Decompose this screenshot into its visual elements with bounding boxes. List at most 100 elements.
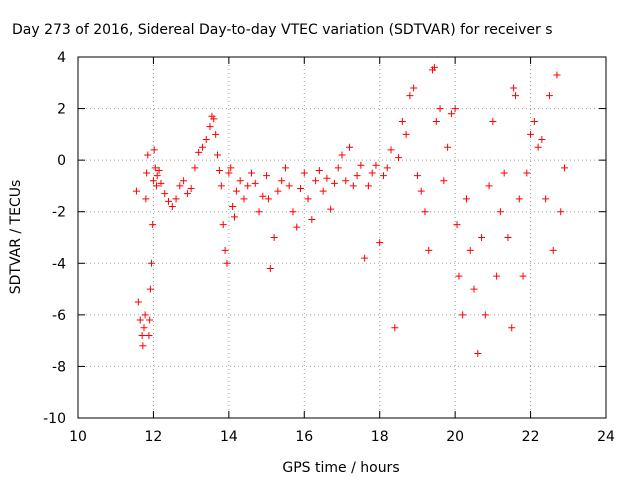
data-point [508,324,516,332]
x-tick-label: 10 [69,429,87,445]
data-point [270,234,278,241]
data-point [187,185,195,193]
data-point [327,205,335,213]
x-tick-label: 20 [446,429,464,445]
data-point [349,182,357,190]
data-point [315,166,323,174]
data-point [496,208,504,216]
data-point [263,172,271,180]
data-point [368,169,376,177]
data-point [165,197,173,205]
data-point [523,169,531,177]
data-point [387,146,395,154]
data-point [157,179,165,187]
data-point [489,117,497,125]
plot-frame [77,56,607,419]
data-point [421,208,429,216]
data-point [223,259,231,267]
data-point [319,187,327,195]
data-point [417,187,425,195]
data-point [323,174,331,182]
data-point [231,213,239,221]
data-point [146,316,154,324]
data-point [191,164,199,172]
y-tick-label: 2 [57,102,66,118]
data-point [530,117,538,125]
data-point [139,342,147,350]
data-point [357,161,365,169]
y-tick-label: -2 [52,205,66,221]
grid-lines [78,57,606,418]
data-point [210,115,218,123]
data-point [406,92,414,100]
data-point [285,182,293,190]
data-point [251,179,259,187]
x-tick-label: 12 [145,429,163,445]
data-point [132,187,140,195]
data-point [383,164,391,172]
data-point [195,148,203,156]
data-point [300,169,308,177]
data-point [153,172,161,180]
y-tick-label: 4 [57,50,66,66]
data-point [334,164,342,172]
data-point [143,169,151,177]
data-point [138,331,146,339]
data-point [168,203,176,211]
x-tick-label: 18 [371,429,389,445]
data-point [144,151,152,159]
data-point [451,105,459,113]
y-axis-ticks: -10 -8 -6 -4 -2 0 2 4 [43,50,606,427]
data-point [215,166,223,174]
data-point [425,246,433,254]
data-point [308,215,316,223]
data-point [553,71,561,79]
data-point [372,161,380,169]
data-point [240,195,248,203]
data-point [225,169,233,177]
data-point [478,234,486,241]
data-point [180,177,188,185]
data-point [466,246,474,254]
y-tick-label: -10 [43,411,66,427]
data-point [259,192,267,200]
data-point [149,221,157,229]
data-point [440,177,448,185]
data-point [527,130,535,138]
data-point [410,84,418,92]
y-tick-label: -6 [52,308,66,324]
data-point [145,331,153,339]
data-point [304,195,312,203]
data-point [312,177,320,185]
data-point [146,285,154,293]
data-point [447,110,455,118]
data-point [244,182,252,190]
data-point [444,143,452,151]
data-point [217,182,225,190]
data-point [402,130,410,138]
data-point [198,143,206,151]
data-point [141,311,149,319]
data-point [545,92,553,100]
y-tick-label: -8 [52,359,66,375]
data-point [413,172,421,180]
data-point [453,221,461,229]
data-point [212,130,220,138]
data-point [266,264,274,272]
data-point [142,195,150,203]
data-point [229,203,237,211]
data-point [172,195,180,203]
data-point [511,92,519,100]
data-point [538,136,546,144]
data-point [542,195,550,203]
data-point [149,177,157,185]
data-point [134,298,142,306]
data-point [376,239,384,247]
data-point [136,316,144,324]
y-tick-label: -4 [52,256,66,272]
data-point [534,143,542,151]
data-point [274,187,282,195]
y-axis-label: SDTVAR / TECUs [8,180,24,295]
data-point [227,164,235,172]
data-point [338,151,346,159]
